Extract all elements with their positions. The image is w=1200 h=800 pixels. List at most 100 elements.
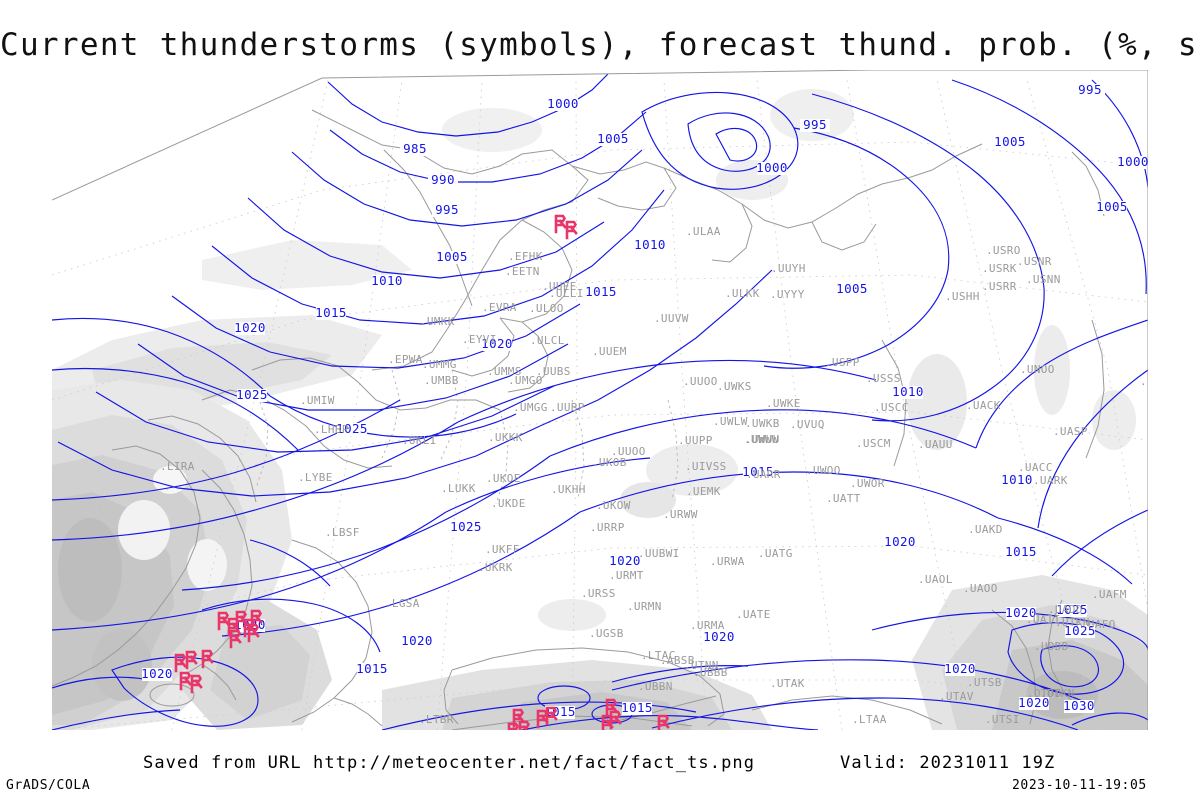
station-label: .UVUQ (790, 418, 825, 431)
isobar-label-backdrop (704, 631, 734, 644)
isobar-label: 1025 (336, 421, 368, 436)
station-label: .USHH (945, 290, 980, 303)
isobar-label-backdrop (142, 668, 172, 681)
station-label: .UAFM (1092, 588, 1127, 601)
isobar-label-backdrop (757, 162, 787, 175)
station-label: .UTNN (684, 659, 719, 672)
station-label: .UAKD (968, 523, 1003, 536)
isobar-label-backdrop (598, 133, 628, 146)
station-label: .USSS (866, 372, 901, 385)
isobar-label: 1020 (401, 633, 433, 648)
producer-label: GrADS/COLA (6, 778, 91, 793)
station-label: .UMMG (422, 358, 457, 371)
station-label: .USNN (1026, 273, 1061, 286)
isobar-label: 1025 (1064, 623, 1096, 638)
station-label: .LYBE (298, 471, 333, 484)
station-label: .ULLI (549, 287, 584, 300)
station-label: .UTSB (967, 676, 1002, 689)
isobar-label: 1020 (1018, 695, 1050, 710)
map-canvas[interactable]: 1000 995 995 985 1005 1005 1000 990 1000 995 1005 1… (52, 70, 1148, 730)
isobar-label-backdrop (610, 555, 640, 568)
station-label: .UTAV (939, 690, 974, 703)
isobar-label: 1000 (547, 96, 579, 111)
station-label: .LTAC (641, 649, 676, 662)
isobar-label: 1025 (236, 387, 268, 402)
isobar-label: 1020 (1005, 605, 1037, 620)
isobar-label: 1015 (742, 464, 774, 479)
isobar-label-backdrop (893, 386, 923, 399)
isobar-label-backdrop (400, 143, 430, 156)
isobar-label-backdrop (1065, 625, 1095, 638)
station-label: .EVRA (482, 301, 517, 314)
station-label: .URWW (663, 508, 698, 521)
isobar-label-backdrop (235, 322, 265, 335)
station-label: .UEMK (686, 485, 721, 498)
station-label: .OTDD (1027, 687, 1062, 700)
station-label: .LTAA (852, 713, 887, 726)
station-label: .UAUU (918, 438, 953, 451)
isobar-label: 990 (431, 172, 455, 187)
isobar-label: 1020 (234, 320, 266, 335)
isobar-label-backdrop (885, 536, 915, 549)
station-label: .LUKK (441, 482, 476, 495)
isobar-label: 1010 (1001, 472, 1033, 487)
isobar-label: 1005 (836, 281, 868, 296)
isobar-label: 1010 (371, 273, 403, 288)
station-label: .EYVI (462, 333, 497, 346)
station-label: .UUOO (683, 375, 718, 388)
station-label: .UATG (758, 547, 793, 560)
station-label: .UKOE (486, 472, 521, 485)
isobar-label: 995 (1078, 82, 1102, 97)
weather-map[interactable]: 1000 995 995 985 1005 1005 1000 990 1000 995 1005 1… (52, 70, 1148, 730)
station-label: .UWOR (850, 477, 885, 490)
station-label: .UWOO (806, 464, 841, 477)
isobar-label: 1025 (450, 519, 482, 534)
isobar-label-backdrop (432, 204, 462, 217)
isobar-label-backdrop (622, 702, 652, 715)
station-label: .UKDE (491, 497, 526, 510)
station-label: .ULAA (686, 225, 721, 238)
isobar-label: 1020 (481, 336, 513, 351)
saved-from-url-text: Saved from URL http://meteocenter.net/fa… (143, 753, 756, 773)
station-label: .UAII (1026, 613, 1061, 626)
station-label: .UMGG (513, 401, 548, 414)
station-label: .UAFO (1081, 618, 1116, 631)
station-label: .UWWW (744, 433, 779, 446)
isobar-label: 1020 (884, 534, 916, 549)
station-label: .UTKN (1040, 687, 1075, 700)
station-label: .UMGO (508, 374, 543, 387)
station-label: .USRO (986, 244, 1021, 257)
isobar-label-backdrop (800, 119, 830, 132)
station-label: .UARR (746, 468, 781, 481)
map-frame-top (52, 70, 1148, 201)
isobar-label: 995 (803, 117, 827, 132)
isobar-label: 995 (435, 202, 459, 217)
isobar-label: 1005 (597, 131, 629, 146)
isobar-label-backdrop (1097, 201, 1127, 214)
valid-time-text: Valid: 20231011 19Z (840, 753, 1056, 773)
station-label: .USPP (825, 356, 860, 369)
isobar-layer (52, 73, 1148, 730)
probability-shading-layer (52, 89, 1148, 730)
isobar-label-backdrop (1057, 604, 1087, 617)
station-label: .UUEM (592, 345, 627, 358)
generation-timestamp: 2023-10-11-19:05 (1012, 778, 1147, 793)
station-label: .UWKS (717, 380, 752, 393)
isobar-label: 1015 (621, 700, 653, 715)
station-label: .USCC (874, 401, 909, 414)
coastline-layer (52, 109, 1105, 730)
station-label: .UUBWI (638, 547, 680, 560)
station-label: .UATT (826, 492, 861, 505)
isobar-label-backdrop (1019, 697, 1049, 710)
station-label: .UTAK (770, 677, 805, 690)
isobar-label-backdrop (586, 286, 616, 299)
isobar-label-backdrop (1064, 700, 1094, 713)
station-label: .UWKE (766, 397, 801, 410)
isobar-label-backdrop (1006, 546, 1036, 559)
isobar-label: 1020 (141, 666, 173, 681)
page-title: Current thunderstorms (symbols), forecas… (0, 27, 1200, 63)
station-label: .EFHK (508, 250, 543, 263)
isobar-label-backdrop (337, 423, 367, 436)
station-label: .UYYY (770, 288, 805, 301)
station-label: .LBSF (325, 526, 360, 539)
